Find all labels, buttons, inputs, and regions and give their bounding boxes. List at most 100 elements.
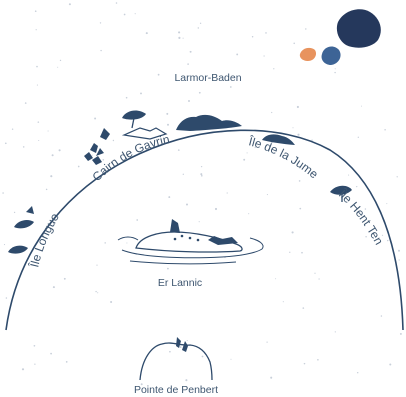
background-dot (99, 22, 102, 24)
background-dot (57, 66, 59, 68)
large-boulder-icon (336, 9, 381, 48)
background-dot (125, 96, 128, 99)
background-dot (189, 50, 192, 53)
background-dot (266, 194, 268, 196)
background-dot (187, 63, 189, 65)
background-dot (197, 27, 200, 29)
background-dot (179, 346, 182, 349)
background-dot (185, 379, 188, 382)
background-dot (365, 235, 367, 238)
background-dot (45, 188, 48, 191)
background-dot (254, 146, 256, 149)
background-dot (34, 10, 37, 13)
background-dot (188, 100, 190, 102)
rock-outcrops (121, 114, 295, 145)
background-dot (34, 363, 36, 365)
background-dot (389, 363, 392, 366)
background-dot (303, 362, 306, 365)
background-dot (226, 192, 228, 194)
background-dot (273, 68, 275, 70)
background-dot (357, 136, 359, 138)
background-dot (198, 91, 201, 94)
background-dot (112, 139, 115, 142)
label-er-lannic: Er Lannic (158, 277, 202, 289)
orange-pebble-icon (299, 47, 317, 61)
background-dot (334, 71, 336, 74)
background-dot (199, 22, 202, 24)
background-dot (200, 173, 203, 176)
background-dot (65, 361, 68, 363)
background-dot (386, 203, 388, 205)
background-dot (360, 105, 363, 107)
background-dot (317, 358, 319, 361)
background-dot (177, 149, 180, 151)
label-larmor-baden: Larmor-Baden (174, 72, 241, 84)
background-dot (37, 121, 40, 123)
background-dot (59, 59, 62, 62)
background-dot (381, 234, 384, 236)
background-dot (364, 208, 367, 210)
background-dot (51, 154, 54, 157)
background-dot (5, 297, 8, 299)
background-dot (94, 117, 97, 120)
er-lannic-islet (117, 219, 264, 265)
blue-pebble-icon (321, 46, 341, 65)
background-dot (387, 239, 389, 242)
background-dot (178, 31, 181, 34)
background-dot (13, 211, 16, 214)
background-dot (384, 128, 386, 131)
background-dot (186, 340, 188, 342)
background-dot (33, 344, 36, 347)
background-dot (2, 192, 4, 194)
background-dot (11, 128, 14, 130)
background-dot (95, 290, 97, 293)
background-dot (123, 13, 126, 16)
background-dot (246, 152, 248, 154)
background-dot (58, 149, 61, 152)
background-dot (334, 331, 336, 333)
background-dot (380, 315, 383, 317)
standing-stones-icon (84, 128, 110, 165)
background-dot (302, 307, 305, 309)
background-dot (399, 332, 402, 335)
background-dot (185, 203, 189, 206)
background-dot (271, 111, 273, 114)
background-dot (77, 165, 80, 168)
background-dot (305, 28, 307, 30)
background-dot (198, 221, 200, 223)
background-dot (398, 259, 400, 261)
background-dot (178, 36, 181, 39)
background-dot (91, 154, 93, 156)
background-dot (50, 352, 52, 355)
background-dot (50, 175, 53, 178)
background-dot (200, 174, 203, 177)
tree-icon (8, 206, 34, 254)
background-dot (311, 139, 313, 141)
background-dot (396, 176, 398, 178)
background-dot (145, 32, 148, 35)
island-arc (5, 129, 404, 331)
background-dot (104, 242, 106, 244)
background-dot (266, 341, 268, 343)
background-dot (356, 185, 358, 188)
tree-icon (330, 185, 352, 202)
pointe-de-penbert-mound (139, 337, 213, 381)
background-dot (166, 112, 169, 115)
background-dot (318, 278, 320, 280)
label-ile-longue: Île Longue (26, 210, 62, 269)
background-dot (297, 133, 300, 136)
background-dot (4, 142, 7, 145)
background-dot (299, 207, 302, 210)
background-dot (167, 267, 169, 270)
background-dot (126, 242, 128, 244)
background-dot (47, 130, 49, 132)
background-dot (36, 84, 38, 86)
background-dot (102, 158, 105, 161)
background-dot (200, 165, 203, 168)
background-dot (134, 13, 136, 15)
background-dot (292, 127, 294, 129)
background-dot (169, 350, 171, 353)
background-dot (201, 355, 204, 358)
label-pointe-de-penbert: Pointe de Penbert (134, 384, 218, 396)
